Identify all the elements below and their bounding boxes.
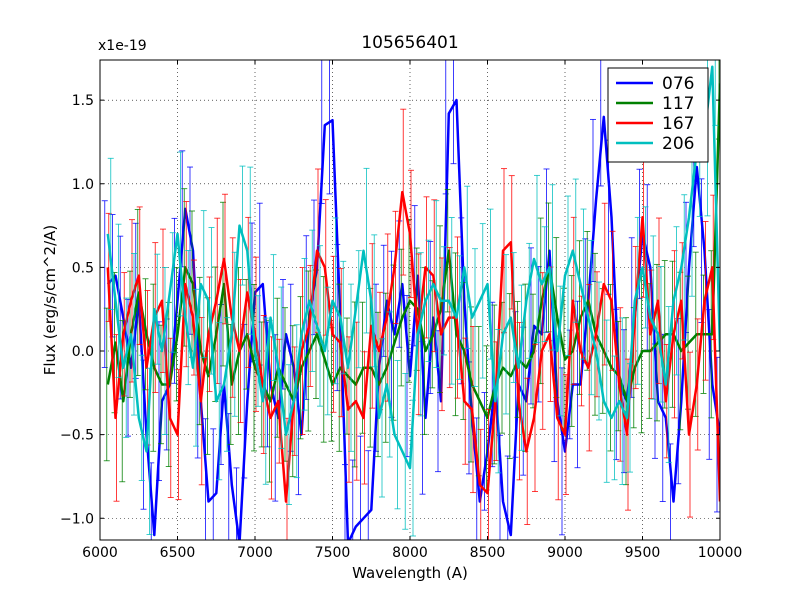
y-tick-label: 1.5 bbox=[72, 93, 94, 109]
y-tick-label: 1.0 bbox=[72, 177, 94, 193]
series-line-206 bbox=[106, 65, 720, 470]
x-tick-label: 7000 bbox=[237, 545, 273, 561]
x-tick-label: 8000 bbox=[392, 545, 428, 561]
x-tick-label: 8500 bbox=[470, 545, 506, 561]
x-tick-label: 9500 bbox=[625, 545, 661, 561]
legend-label-076: 076 bbox=[662, 74, 694, 94]
y-tick-label: −0.5 bbox=[60, 428, 94, 444]
legend-label-117: 117 bbox=[662, 94, 694, 114]
legend-label-206: 206 bbox=[662, 134, 694, 154]
x-tick-label: 6500 bbox=[160, 545, 196, 561]
x-tick-label: 6000 bbox=[82, 545, 118, 561]
series-layer bbox=[101, 60, 720, 540]
x-axis-label: Wavelength (A) bbox=[352, 564, 468, 582]
legend-label-167: 167 bbox=[662, 114, 694, 134]
series-206 bbox=[106, 60, 720, 537]
x-tick-label: 9000 bbox=[547, 545, 583, 561]
y-tick-label: 0.0 bbox=[72, 344, 94, 360]
y-tick-label: −1.0 bbox=[60, 511, 94, 527]
chart-title: 105656401 bbox=[361, 33, 458, 53]
y-scale-label: x1e-19 bbox=[98, 38, 147, 54]
x-tick-label: 7500 bbox=[315, 545, 351, 561]
y-tick-label: 0.5 bbox=[72, 260, 94, 276]
x-tick-label: 10000 bbox=[698, 545, 743, 561]
y-axis-label: Flux (erg/s/cm^2/A) bbox=[41, 225, 59, 376]
